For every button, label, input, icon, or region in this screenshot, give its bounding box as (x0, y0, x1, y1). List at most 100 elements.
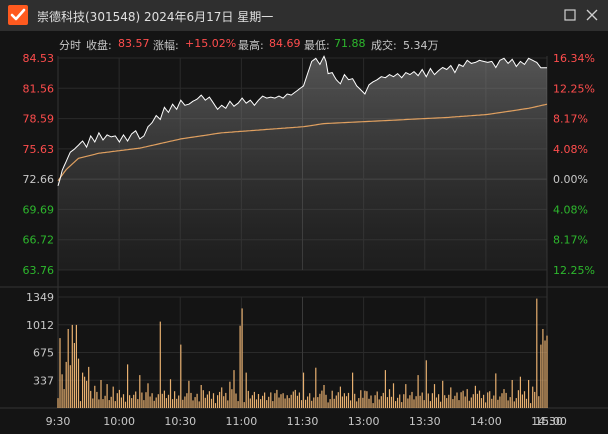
maximize-icon[interactable] (561, 6, 579, 24)
price-line (57, 55, 547, 187)
percent-tick-label: 8.17% (553, 113, 588, 126)
volume-bar (523, 391, 526, 408)
volume-bar (251, 395, 253, 408)
volume-bar (350, 400, 352, 408)
volume-bar (501, 393, 503, 408)
volume-bar (92, 398, 94, 408)
volume-bar (495, 373, 497, 408)
volume-bar (208, 391, 210, 408)
close-label: 收盘: (86, 39, 112, 52)
volume-bar (325, 394, 327, 408)
volume-bar (206, 394, 208, 408)
window-title: 崇德科技(301548) 2024年6月17日 星期一 (37, 10, 274, 24)
volume-bar (178, 395, 180, 408)
price-tick-label: 81.56 (23, 82, 55, 95)
volume-bar (149, 396, 151, 408)
volume-bar (362, 397, 364, 408)
volume-bar (296, 395, 298, 408)
volume-bar (161, 393, 163, 408)
volume-bar (163, 390, 165, 408)
volume-bar (147, 383, 149, 408)
volume-bar (239, 325, 241, 408)
volume-bar (116, 393, 118, 408)
change-label: 涨幅: (153, 39, 179, 52)
volume-bar (407, 398, 409, 408)
volume-bar (540, 344, 542, 408)
volume-bar (503, 389, 505, 408)
volume-bar (454, 395, 456, 408)
volume-bar (456, 392, 458, 408)
volume-bar (65, 361, 67, 408)
volume-bar (544, 340, 546, 408)
volume-bar (366, 391, 368, 408)
volume-bar (300, 400, 303, 408)
volume-bar (347, 392, 350, 408)
title-bar[interactable]: 崇德科技(301548) 2024年6月17日 星期一 (0, 0, 608, 31)
price-tick-label: 69.69 (23, 203, 55, 216)
volume-bar (298, 392, 300, 408)
volume-bar (415, 396, 417, 408)
volume-value: 5.34万 (403, 39, 439, 52)
high-value: 84.69 (269, 37, 301, 50)
volume-bar (337, 392, 339, 408)
volume-bar (380, 396, 382, 408)
percent-tick-label: 12.25% (553, 82, 595, 95)
volume-bar (69, 365, 71, 408)
volume-bar (194, 397, 196, 408)
volume-bar (73, 343, 75, 408)
time-tick-label: 14:00 (470, 415, 502, 428)
volume-bar (270, 392, 272, 408)
volume-bar (499, 396, 501, 408)
volume-bar (446, 398, 448, 408)
volume-bar (511, 380, 513, 408)
volume-bar (372, 403, 374, 408)
volume-bar (231, 389, 233, 408)
volume-bar (354, 393, 356, 408)
volume-bar (120, 397, 122, 408)
volume-bar (237, 401, 239, 408)
volume-bar (485, 402, 487, 408)
volume-bar (438, 394, 440, 408)
volume-bar (307, 396, 309, 408)
volume-bar (249, 398, 251, 408)
volume-bar (442, 380, 444, 408)
percent-tick-label: 4.08% (553, 143, 588, 156)
volume-bar (413, 399, 415, 408)
volume-bar (521, 394, 523, 408)
volume-bar (268, 396, 270, 408)
time-tick-label: 10:30 (164, 415, 196, 428)
volume-bar (139, 375, 141, 408)
volume-bar (106, 384, 108, 408)
volume-bar (86, 380, 88, 408)
volume-bar (491, 398, 493, 408)
percent-tick-label: 4.08% (553, 203, 588, 216)
volume-bar (368, 398, 370, 408)
volume-bar (108, 400, 110, 408)
volume-bar (77, 358, 80, 408)
high-label: 最高: (238, 39, 264, 52)
volume-bar (266, 400, 268, 408)
volume-bar (425, 360, 427, 408)
volume-bar (468, 400, 470, 408)
volume-bar (262, 395, 264, 408)
volume-bar (448, 394, 450, 408)
time-tick-label: 9:30 (46, 415, 71, 428)
volume-bar (67, 329, 69, 408)
close-icon[interactable] (583, 6, 601, 24)
volume-bar (358, 398, 360, 408)
volume-bar (395, 401, 397, 408)
volume-bar (376, 391, 378, 408)
volume-bar (245, 372, 247, 408)
volume-bar (327, 402, 329, 408)
volume-bar (100, 380, 102, 408)
volume-bar (131, 398, 133, 408)
volume-bar (321, 390, 323, 408)
volume-bar (536, 298, 538, 408)
volume-bar (129, 395, 131, 408)
volume-bar (532, 386, 534, 408)
volume-bar (157, 394, 159, 408)
volume-bar (137, 399, 139, 408)
price-tick-label: 63.76 (23, 264, 55, 277)
volume-bar (390, 396, 393, 408)
volume-bar (388, 389, 391, 408)
